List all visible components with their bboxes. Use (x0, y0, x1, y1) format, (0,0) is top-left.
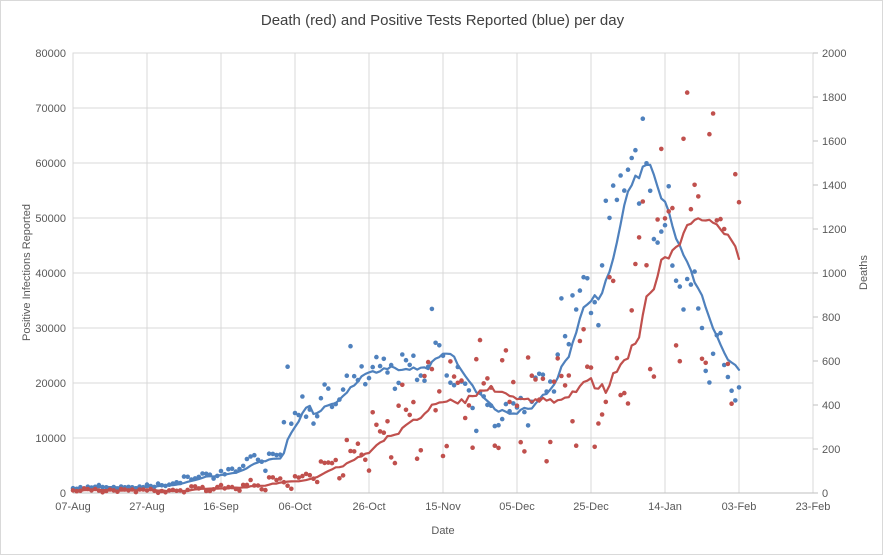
x-axis-tick-label: 16-Sep (203, 501, 238, 513)
left-axis-title: Positive Infections Reported (21, 204, 33, 342)
x-axis-tick-label: 26-Oct (352, 501, 385, 513)
x-axis-tick-label: 27-Aug (129, 501, 164, 513)
deaths-moving-average-line (71, 217, 741, 493)
cases-moving-average-line (71, 163, 741, 490)
right-axis-tick-label: 1600 (822, 136, 846, 148)
right-axis-tick-label: 0 (822, 488, 828, 500)
right-axis-tick-label: 1000 (822, 268, 846, 280)
right-axis-title: Deaths (858, 255, 870, 291)
x-axis-tick-label: 07-Aug (55, 501, 90, 513)
left-axis-tick-label: 20000 (35, 378, 66, 390)
left-axis-tick-label: 0 (60, 488, 66, 500)
x-axis-tick-label: 03-Feb (722, 501, 757, 513)
right-axis-tick-label: 600 (822, 356, 840, 368)
x-axis-tick-label: 14-Jan (648, 501, 682, 513)
right-axis-tick-label: 1200 (822, 224, 846, 236)
right-axis-tick-label: 800 (822, 312, 840, 324)
x-axis-tick-label: 15-Nov (425, 501, 461, 513)
x-axis-tick-label: 25-Dec (573, 501, 609, 513)
right-axis-tick-label: 1800 (822, 92, 846, 104)
right-axis-ticks (813, 52, 818, 494)
left-axis-tick-label: 80000 (35, 48, 66, 60)
left-axis-tick-label: 50000 (35, 213, 66, 225)
left-axis-tick-label: 70000 (35, 103, 66, 115)
right-axis-tick-label: 200 (822, 444, 840, 456)
x-axis-tick-label: 06-Oct (278, 501, 311, 513)
x-axis-title: Date (431, 525, 455, 537)
deaths-points (70, 90, 742, 496)
left-axis-tick-label: 60000 (35, 158, 66, 170)
left-axis-tick-label: 10000 (35, 433, 66, 445)
gridlines (72, 52, 814, 494)
right-axis-tick-label: 1400 (822, 180, 846, 192)
left-axis-tick-label: 40000 (35, 268, 66, 280)
right-axis-tick-label: 2000 (822, 48, 846, 60)
left-axis-tick-label: 30000 (35, 323, 66, 335)
right-axis-tick-label: 400 (822, 400, 840, 412)
x-axis-tick-label: 05-Dec (499, 501, 535, 513)
chart-title: Death (red) and Positive Tests Reported … (260, 12, 625, 29)
x-axis-tick-label: 23-Feb (796, 501, 831, 513)
